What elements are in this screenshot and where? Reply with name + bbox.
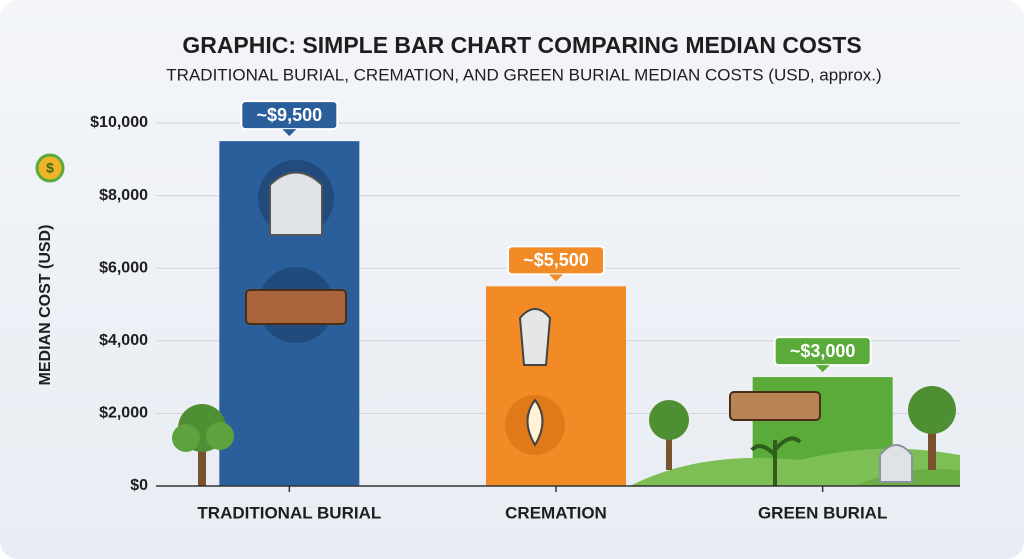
badge-pointer [549, 274, 563, 282]
y-tick-label: $2,000 [99, 405, 148, 422]
x-tick-label: GREEN BURIAL [758, 503, 887, 522]
y-tick-label: $10,000 [90, 114, 148, 131]
value-label: ~$3,000 [790, 341, 856, 361]
y-tick-label: $8,000 [99, 187, 148, 204]
y-tick-label: $0 [130, 477, 148, 494]
badge-pointer [815, 365, 830, 373]
y-tick-label: $6,000 [99, 259, 148, 276]
bar [486, 286, 626, 486]
chart-title: GRAPHIC: SIMPLE BAR CHART COMPARING MEDI… [182, 32, 861, 58]
chart-subtitle: TRADITIONAL BURIAL, CREMATION, AND GREEN… [166, 65, 881, 84]
y-axis-label: MEDIAN COST (USD) [37, 225, 54, 386]
value-label: ~$9,500 [257, 105, 323, 125]
y-tick-label: $4,000 [99, 332, 148, 349]
x-tick-label: TRADITIONAL BURIAL [197, 503, 381, 522]
decorations: $ [35, 153, 960, 486]
value-label: ~$5,500 [523, 250, 589, 270]
x-tick-label: CREMATION [505, 503, 607, 522]
svg-text:$: $ [46, 160, 54, 176]
badge-pointer [282, 129, 297, 137]
